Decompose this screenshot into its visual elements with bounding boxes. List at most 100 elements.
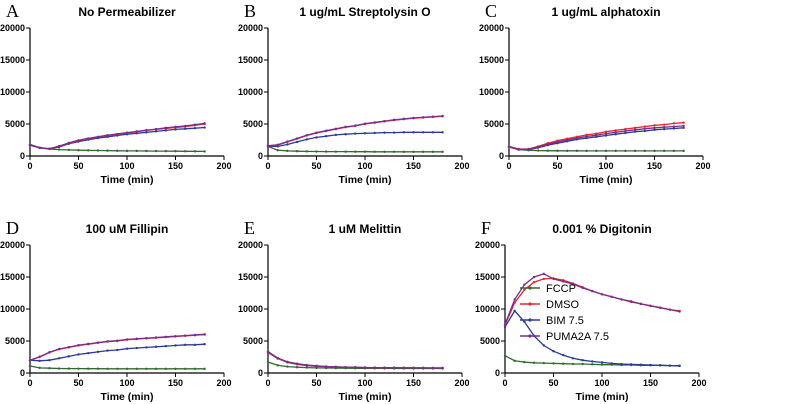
y-tick-label: 15000 [238, 272, 263, 282]
x-axis-label: Time (min) [101, 391, 154, 403]
data-point [503, 323, 507, 326]
data-point [682, 121, 685, 124]
data-point [48, 147, 51, 150]
data-point [614, 149, 617, 153]
x-axis-label: Time (min) [580, 174, 633, 186]
y-tick-label: 20000 [238, 240, 263, 250]
data-point [28, 143, 32, 146]
data-point [682, 149, 685, 153]
data-point [614, 129, 617, 132]
series-line-bim-7-5 [508, 127, 684, 151]
data-point [507, 145, 511, 148]
data-point [659, 364, 662, 367]
data-point [682, 124, 685, 128]
data-point [354, 124, 357, 127]
data-point [96, 341, 100, 344]
data-point [116, 339, 119, 342]
panel-e: E 1 uM Melittin 0 5000 10000 15000 20000 0 50 100… [238, 218, 470, 403]
data-point [295, 150, 299, 153]
panel-letter: D [6, 218, 19, 238]
data-point [193, 333, 197, 337]
y-tick-label: 10000 [475, 304, 500, 314]
data-point [532, 361, 536, 364]
data-point [28, 359, 32, 362]
data-point [286, 140, 289, 143]
data-point [653, 128, 656, 131]
data-point [620, 298, 623, 301]
x-tick-label: 200 [454, 378, 469, 388]
data-point [643, 129, 646, 133]
y-tick-label: 15000 [0, 55, 25, 65]
data-point [532, 275, 536, 279]
data-point [614, 131, 617, 134]
data-point [571, 282, 575, 286]
data-point [542, 272, 545, 275]
data-point [643, 149, 646, 153]
data-point [48, 359, 51, 362]
series-line-puma2a-7-5 [29, 333, 205, 361]
data-point [145, 128, 148, 132]
x-tick-label: 0 [27, 378, 32, 388]
x-tick-label: 200 [454, 161, 469, 171]
data-point [266, 144, 270, 147]
legend-marker [528, 302, 532, 306]
x-tick-label: 50 [73, 161, 83, 171]
data-point [663, 123, 666, 126]
data-point [600, 363, 604, 366]
series-line-puma2a-7-5 [504, 273, 680, 325]
data-point [57, 148, 61, 151]
y-tick-label: 0 [495, 368, 500, 378]
data-point [562, 353, 565, 357]
data-point [633, 149, 637, 153]
data-point [624, 149, 627, 153]
panel-title: 1 ug/mL Streptolysin O [299, 5, 430, 19]
data-point [184, 150, 187, 153]
data-point [125, 347, 129, 350]
data-point [412, 131, 415, 134]
data-point [441, 114, 444, 118]
data-point [87, 149, 90, 152]
data-point [546, 149, 549, 152]
series-line-bim-7-5 [29, 126, 205, 150]
data-point [174, 367, 177, 371]
data-point [542, 277, 545, 281]
data-point [174, 128, 177, 131]
data-point [145, 367, 148, 371]
data-point [624, 127, 627, 131]
legend-label: BIM 7.5 [546, 315, 584, 327]
data-point [672, 149, 676, 153]
data-point [57, 367, 61, 370]
data-point [663, 149, 666, 153]
x-tick-label: 150 [168, 161, 183, 171]
data-point [383, 366, 386, 369]
y-tick-label: 15000 [0, 272, 25, 282]
data-point [276, 356, 279, 360]
data-point [203, 150, 206, 153]
data-point [668, 308, 672, 311]
x-tick-label: 50 [73, 378, 83, 388]
data-point [643, 125, 646, 128]
data-point [542, 361, 545, 365]
data-point [174, 335, 177, 338]
data-point [513, 298, 516, 301]
data-point [542, 344, 545, 347]
data-point [575, 136, 579, 140]
data-point [154, 336, 158, 339]
data-point [106, 134, 109, 137]
legend-marker [528, 318, 532, 322]
data-point [571, 362, 575, 366]
data-point [643, 127, 646, 130]
series-line-bim-7-5 [29, 343, 205, 362]
data-point [649, 304, 652, 307]
data-point [87, 351, 90, 355]
x-tick-label: 150 [643, 378, 658, 388]
data-point [276, 149, 279, 152]
x-tick-label: 150 [406, 378, 421, 388]
data-point [286, 149, 289, 153]
y-tick-label: 5000 [5, 336, 25, 346]
data-point [106, 367, 109, 370]
x-tick-label: 150 [406, 161, 421, 171]
x-tick-label: 200 [216, 161, 231, 171]
data-point [305, 366, 308, 369]
data-point [633, 130, 637, 133]
